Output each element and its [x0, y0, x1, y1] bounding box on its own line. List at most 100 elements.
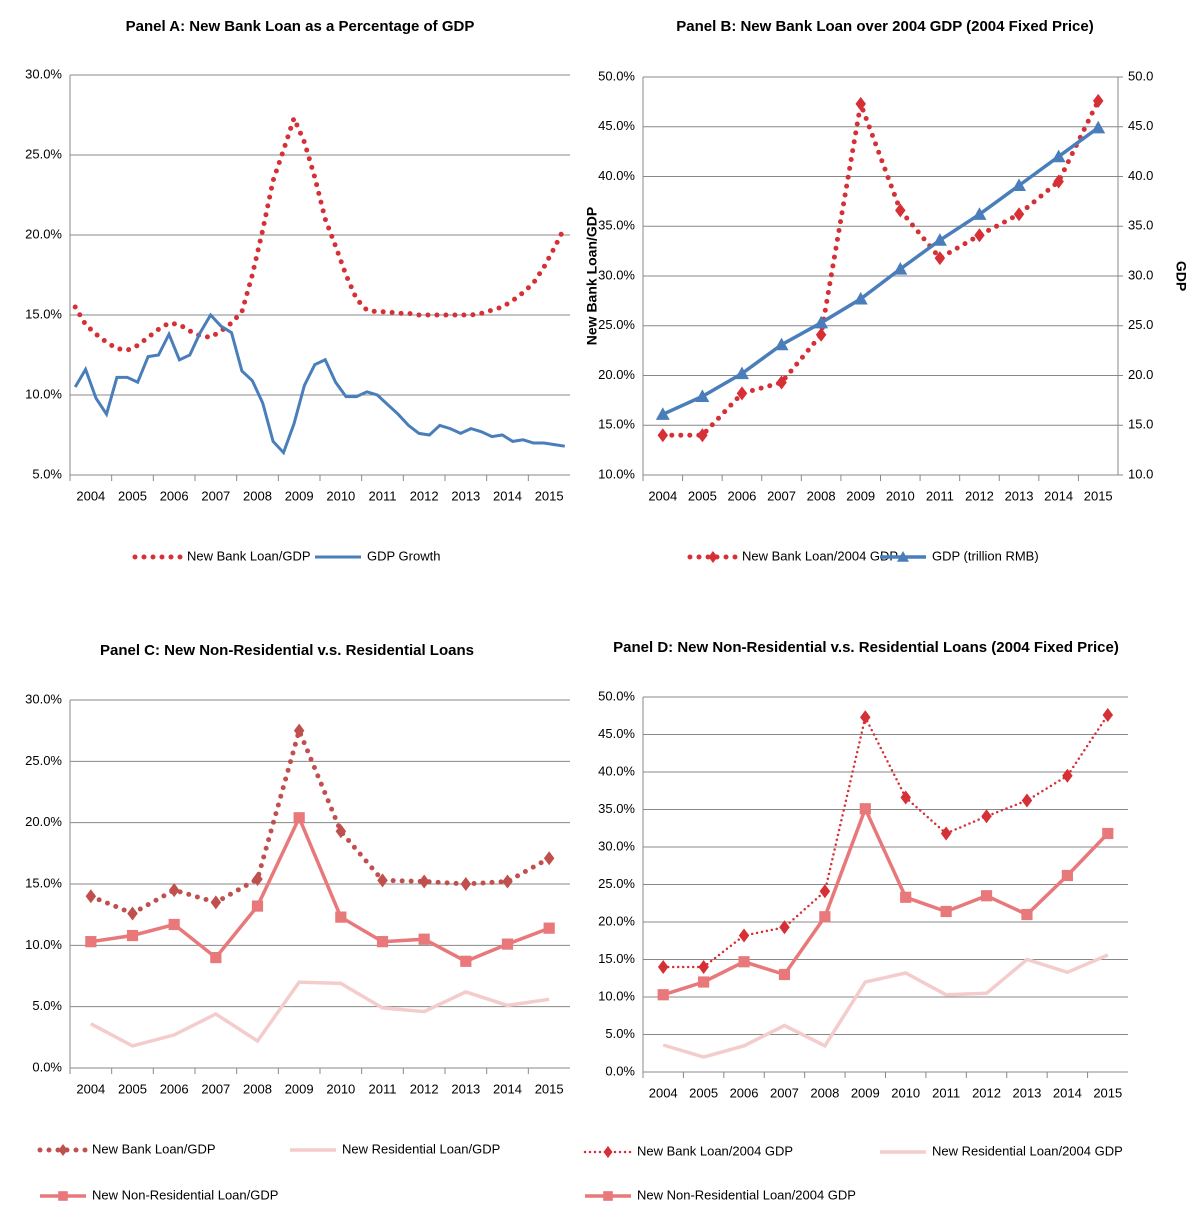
- y-tick-label: 50.0%: [598, 68, 635, 83]
- series-line: [662, 953, 1109, 1059]
- y-axis-title: New Bank Loan/GDP: [584, 207, 600, 345]
- marker: [974, 228, 985, 243]
- x-tick-label: 2012: [972, 1085, 1001, 1100]
- marker: [972, 207, 987, 220]
- y-tick-label: 5.0%: [605, 1026, 635, 1041]
- marker: [603, 1146, 613, 1158]
- series-line: [662, 804, 1110, 997]
- marker: [697, 428, 708, 443]
- y-tick-label: 30.0%: [598, 267, 635, 282]
- marker: [900, 891, 912, 903]
- x-tick-label: 2005: [118, 1081, 147, 1096]
- y-tick-label: 10.0%: [598, 466, 635, 481]
- marker: [981, 809, 992, 824]
- marker: [814, 315, 829, 329]
- x-tick-label: 2006: [160, 1081, 189, 1096]
- x-tick-label: 2008: [807, 488, 836, 503]
- y-tick-label: 10.0%: [598, 988, 635, 1003]
- x-tick-label: 2005: [118, 488, 147, 503]
- marker: [1012, 178, 1027, 192]
- y2-tick-label: 15.0: [1128, 417, 1153, 432]
- marker: [708, 551, 718, 563]
- x-tick-label: 2013: [1012, 1085, 1041, 1100]
- marker: [1061, 869, 1073, 882]
- x-tick-label: 2014: [1044, 488, 1073, 503]
- marker: [655, 407, 670, 420]
- series-line: [89, 980, 550, 1048]
- marker: [859, 803, 871, 815]
- y-tick-label: 45.0%: [598, 726, 635, 741]
- marker: [335, 824, 347, 839]
- x-tick-label: 2014: [1053, 1085, 1082, 1100]
- legend-label: New Bank Loan/GDP: [92, 1141, 216, 1156]
- y-tick-label: 20.0%: [598, 367, 635, 382]
- marker: [210, 895, 222, 910]
- marker: [860, 710, 871, 725]
- series-line: [662, 126, 1100, 416]
- y-tick-label: 15.0%: [598, 417, 635, 432]
- marker: [774, 337, 789, 351]
- marker: [418, 933, 430, 945]
- y-tick-label: 0.0%: [605, 1063, 635, 1078]
- y-tick-label: 30.0%: [598, 838, 635, 853]
- x-tick-label: 2004: [76, 488, 105, 503]
- x-tick-label: 2005: [688, 488, 717, 503]
- x-tick-label: 2012: [410, 1081, 439, 1096]
- y2-tick-label: 20.0: [1128, 367, 1153, 382]
- x-tick-label: 2009: [285, 488, 314, 503]
- x-tick-label: 2004: [76, 1081, 105, 1096]
- marker: [293, 723, 305, 738]
- x-tick-label: 2009: [846, 488, 875, 503]
- x-tick-label: 2014: [493, 1081, 522, 1096]
- legend-label: GDP (trillion RMB): [932, 548, 1039, 563]
- x-tick-label: 2012: [965, 488, 994, 503]
- marker: [168, 883, 180, 898]
- y2-tick-label: 50.0: [1128, 68, 1153, 83]
- x-tick-label: 2009: [851, 1085, 880, 1100]
- marker: [1092, 93, 1104, 108]
- marker: [932, 233, 947, 246]
- marker: [934, 251, 946, 266]
- series-line: [661, 713, 1110, 969]
- legend-label: New Bank Loan/2004 GDP: [637, 1143, 793, 1158]
- marker: [58, 1144, 68, 1156]
- chart-title: Panel B: New Bank Loan over 2004 GDP (20…: [676, 18, 1093, 35]
- marker: [778, 968, 791, 981]
- x-tick-label: 2010: [326, 1081, 355, 1096]
- x-tick-label: 2008: [243, 488, 272, 503]
- marker: [501, 938, 514, 950]
- x-tick-label: 2011: [369, 488, 397, 503]
- marker: [940, 905, 952, 918]
- y-tick-label: 5.0%: [32, 466, 62, 481]
- marker: [460, 955, 472, 967]
- marker: [695, 389, 710, 402]
- marker: [855, 96, 866, 111]
- x-tick-label: 2015: [535, 488, 564, 503]
- y-tick-label: 20.0%: [25, 226, 62, 241]
- y-tick-label: 25.0%: [598, 876, 635, 891]
- x-tick-label: 2009: [285, 1081, 314, 1096]
- x-tick-label: 2008: [810, 1085, 839, 1100]
- marker: [1013, 207, 1025, 222]
- marker: [698, 976, 710, 988]
- y-tick-label: 50.0%: [598, 688, 635, 703]
- marker: [738, 956, 750, 968]
- y-tick-label: 15.0%: [25, 875, 62, 890]
- marker: [819, 911, 831, 923]
- marker: [897, 551, 909, 562]
- marker: [1021, 793, 1033, 808]
- marker: [376, 936, 389, 948]
- y-tick-label: 0.0%: [32, 1059, 62, 1074]
- y-tick-label: 45.0%: [598, 118, 635, 133]
- marker: [251, 900, 264, 912]
- y2-tick-label: 10.0: [1128, 466, 1153, 481]
- chart-title: Panel C: New Non-Residential v.s. Reside…: [100, 642, 474, 659]
- legend-label: New Non-Residential Loan/2004 GDP: [637, 1187, 856, 1202]
- x-tick-label: 2005: [689, 1085, 718, 1100]
- x-tick-label: 2015: [535, 1081, 564, 1096]
- marker: [980, 890, 993, 902]
- series-line: [72, 111, 568, 353]
- legend-label: New Residential Loan/GDP: [342, 1141, 500, 1156]
